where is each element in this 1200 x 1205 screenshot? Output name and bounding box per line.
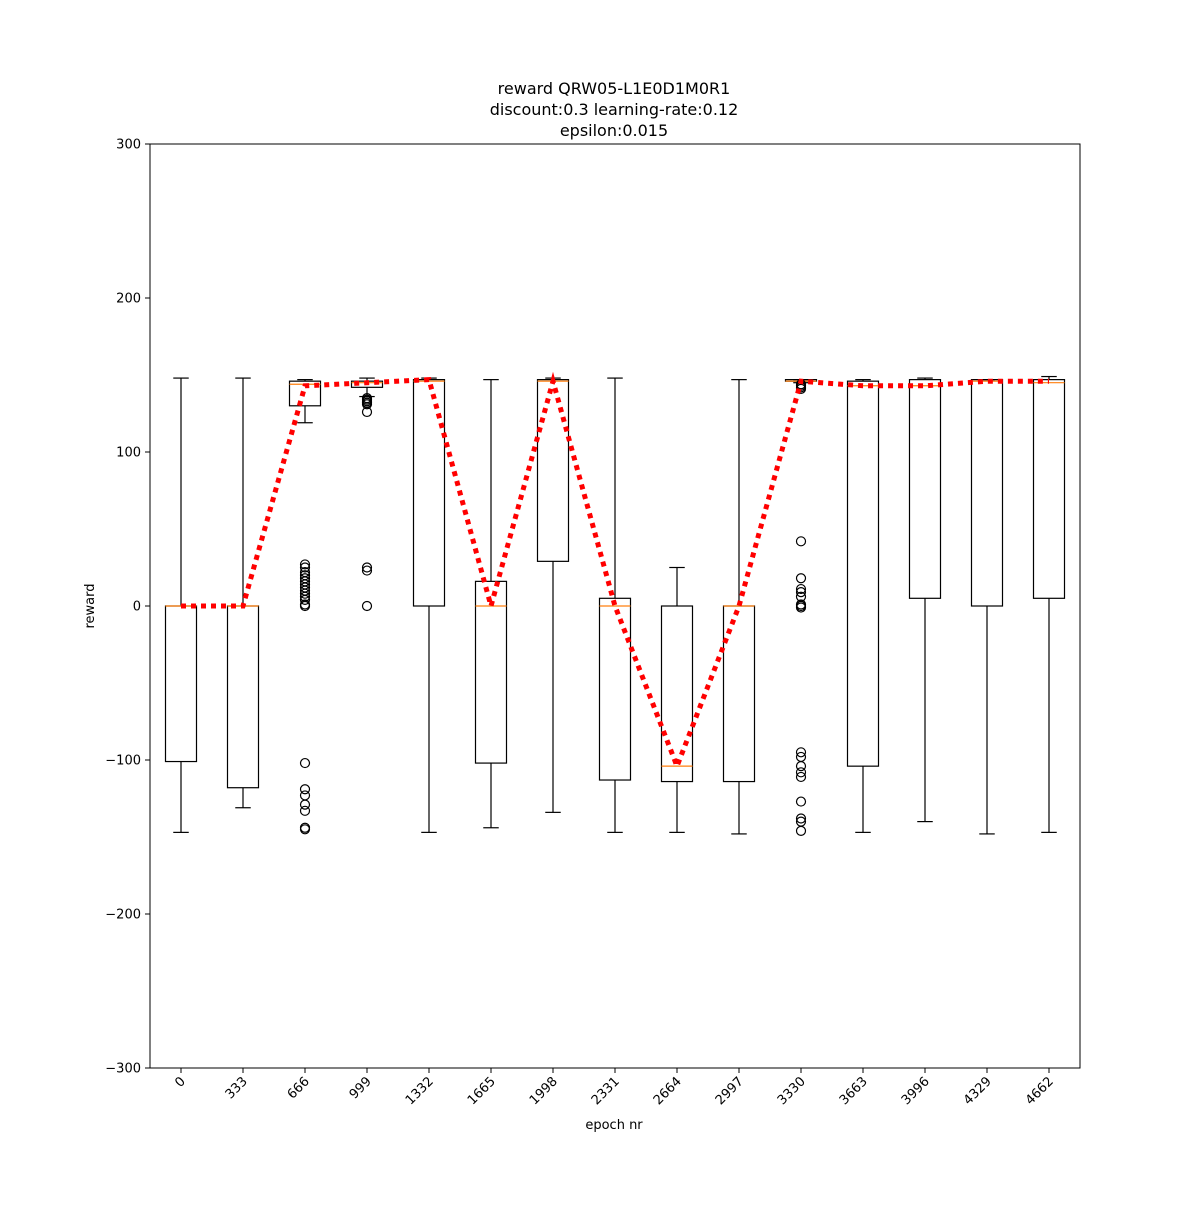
outlier-point [795,771,807,783]
box-2331 [598,377,632,833]
outlier-point [299,588,311,599]
y-tick-label: 100 [116,446,141,461]
outlier-point [299,757,311,769]
y-axis-label: reward [83,583,98,628]
mean-dotted-line [181,371,1049,774]
y-axis: −300 −200 −100 0 100 200 300 [105,138,150,1077]
outlier-point [795,573,807,584]
outlier-point [299,799,311,810]
y-tick-label: 0 [133,600,141,615]
outlier-point [361,406,373,418]
box-1665 [474,379,508,829]
outlier-point [795,796,807,807]
box-2997 [722,379,756,835]
outlier-point [795,583,807,595]
outlier-point [361,565,373,576]
plot-area [164,371,1066,836]
chart-title: reward QRW05-L1E0D1M0R1 discount:0.3 lea… [490,79,739,140]
outlier-point [795,536,807,547]
outlier-point [795,825,807,836]
y-tick-label: 200 [116,292,141,307]
y-tick-label: −300 [105,1062,141,1077]
box-2664 [660,566,694,833]
outlier-point [795,761,807,772]
iqr-box [598,597,632,781]
outlier-point [299,559,311,570]
outlier-point [299,784,311,795]
iqr-box [660,605,694,783]
y-tick-label: −200 [105,908,141,923]
outlier-point [361,562,373,573]
box-3663 [846,379,880,833]
box-4329 [970,379,1004,835]
outlier-point [299,805,311,816]
chart-title-line-2: discount:0.3 learning-rate:0.12 [490,100,739,119]
outlier-point [795,587,807,598]
box-3996 [908,377,942,823]
outlier-point [361,600,373,612]
chart-title-line-1: reward QRW05-L1E0D1M0R1 [498,79,731,98]
outlier-point [299,562,311,573]
iqr-box [288,380,322,407]
iqr-box [846,380,880,767]
box-666 [288,379,322,835]
outlier-point [299,600,311,612]
x-axis-label: epoch nr [585,1118,643,1133]
outlier-point [795,602,807,613]
outlier-point [361,399,373,410]
outlier-point [795,747,807,758]
outlier-point [795,767,807,778]
iqr-box [970,379,1004,607]
y-tick-label: −100 [105,754,141,769]
iqr-box [474,580,508,764]
outlier-point [299,594,311,605]
outlier-point [299,824,311,835]
outlier-point [795,813,807,824]
y-tick-label: 300 [116,138,141,153]
iqr-box [908,379,942,599]
chart-title-line-3: epsilon:0.015 [560,121,668,140]
